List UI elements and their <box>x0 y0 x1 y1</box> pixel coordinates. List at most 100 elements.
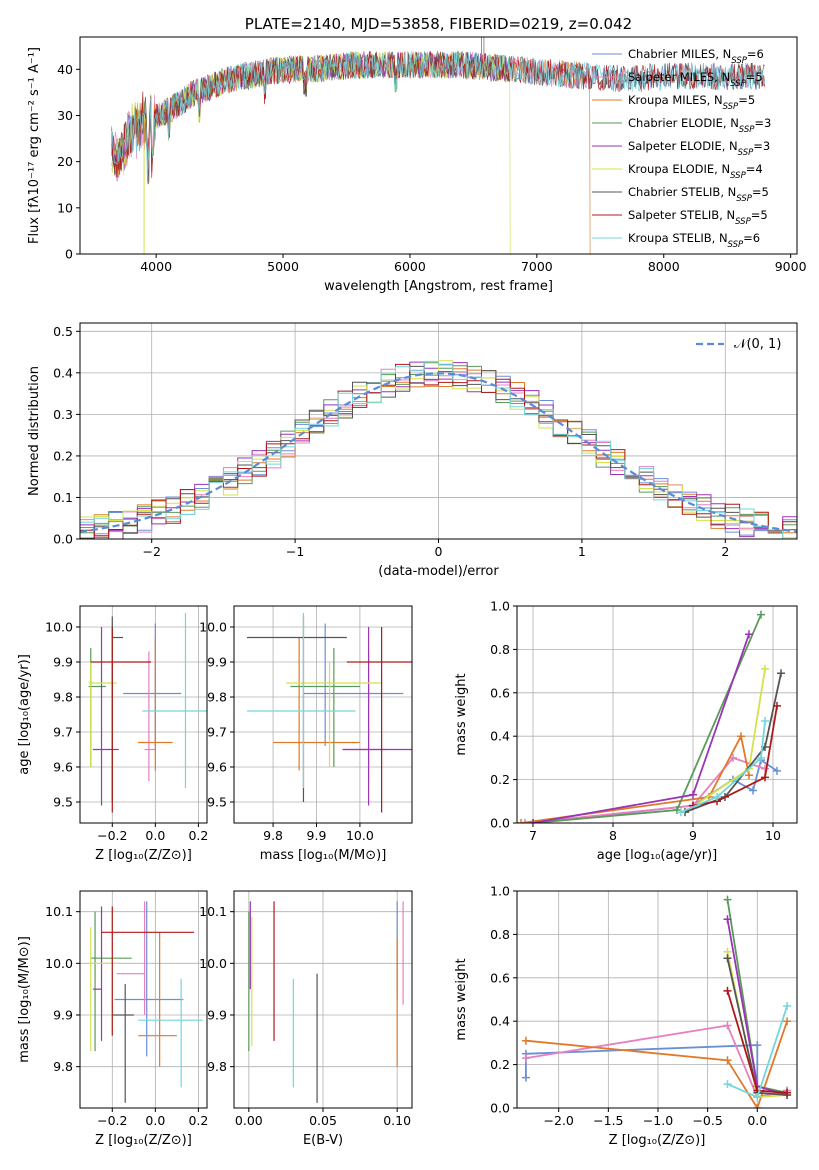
x-tick-label: 2 <box>721 544 729 559</box>
x-tick-label: 0.2 <box>188 828 208 843</box>
y-axis-label: age [log₁₀(age/yr)] <box>17 654 32 775</box>
y-tick-label: 9.7 <box>207 725 227 740</box>
y-tick-label: 9.6 <box>53 760 73 775</box>
chart-mass-ebv: 0.00 0.05 0.10 9.8 9.9 10.0 10.1 E(B-V) <box>199 890 413 1148</box>
weight-marker <box>521 819 529 823</box>
weight-marker <box>761 773 769 782</box>
weight-marker <box>677 808 685 817</box>
legend-entry: Chabrier STELIB, NSSP=5 <box>628 185 769 204</box>
y-tick-label: 0.5 <box>53 324 73 339</box>
x-tick-label: 0.0 <box>145 828 165 843</box>
x-axis-label: mass [log₁₀(M/M⊙)] <box>260 848 387 863</box>
weight-marker <box>773 766 781 775</box>
weight-marker <box>783 1017 792 1026</box>
y-tick-label: 0.6 <box>490 970 510 985</box>
x-tick-label: 10.0 <box>346 828 374 843</box>
legend-entry: Kroupa STELIB, NSSP=6 <box>628 231 760 250</box>
legend-series-name: Kroupa ELODIE, <box>628 162 721 176</box>
chart-weight-age: 7 8 9 10 0.0 0.2 0.4 0.6 0.8 1.0 age [log₁₀(age/yr… <box>454 599 798 863</box>
weight-marker <box>723 1056 732 1065</box>
weight-marker <box>713 792 721 801</box>
y-tick-label: 0.6 <box>490 685 510 700</box>
x-tick-label: −1 <box>286 544 304 559</box>
y-tick-label: 9.8 <box>53 1059 73 1074</box>
plot-area <box>234 891 412 1108</box>
y-tick-label: 10.0 <box>45 620 73 635</box>
weight-marker <box>761 664 769 673</box>
y-tick-label: 9.6 <box>207 760 227 775</box>
x-axis-label: wavelength [Angstrom, rest frame] <box>324 279 553 294</box>
legend-series-name: Kroupa STELIB, <box>628 231 719 245</box>
weight-marker <box>783 1088 792 1097</box>
weight-marker <box>757 610 765 619</box>
x-tick-label: −0.5 <box>692 1113 722 1128</box>
legend-sub: SSP <box>728 240 744 250</box>
chart-title: PLATE=2140, MJD=53858, FIBERID=0219, z=0… <box>245 15 632 33</box>
plot-area <box>80 606 207 823</box>
x-tick-label: 0 <box>435 544 443 559</box>
y-tick-label: 20 <box>57 154 73 169</box>
x-tick-label: 0.0 <box>145 1113 165 1128</box>
y-tick-label: 10.1 <box>45 904 73 919</box>
legend-series-name: Chabrier MILES, <box>628 47 723 61</box>
x-axis-label: (data-model)/error <box>378 564 499 579</box>
weight-marker <box>521 1036 530 1045</box>
y-axis-label: mass weight <box>454 958 469 1040</box>
legend-sub: SSP <box>736 194 752 204</box>
weight-marker <box>529 819 537 823</box>
weight-marker <box>689 790 697 799</box>
x-axis-label: Z [log₁₀(Z/Z⊙)] <box>609 1133 706 1148</box>
legend-series-name: Kroupa MILES, <box>628 93 714 107</box>
x-tick-label: −1.5 <box>593 1113 623 1128</box>
weight-line <box>684 673 782 813</box>
spectrum-line <box>111 50 511 254</box>
y-tick-label: 9.9 <box>207 1008 227 1023</box>
y-tick-label: 0.0 <box>53 532 73 547</box>
x-tick-label: 9 <box>689 828 697 843</box>
y-tick-label: 0.8 <box>490 927 510 942</box>
legend-n: N <box>723 47 732 61</box>
weight-marker <box>521 1054 530 1063</box>
weight-line <box>520 733 750 823</box>
y-tick-label: 9.8 <box>53 690 73 705</box>
chart-residuals: 𝒩(0, 1) −2 −1 0 1 2 0.0 0.1 0.2 0.3 0.4 0.5 (data-mo… <box>27 322 798 579</box>
x-tick-label: 7000 <box>521 259 553 274</box>
x-axis-label: Z [log₁₀(Z/Z⊙)] <box>95 1133 192 1148</box>
legend-entry: Salpeter ELODIE, NSSP=3 <box>628 139 770 158</box>
weight-line <box>680 720 766 813</box>
x-tick-label: −2.0 <box>544 1113 574 1128</box>
x-tick-label: −0.2 <box>97 828 127 843</box>
y-tick-label: 10.0 <box>199 620 227 635</box>
weight-marker <box>773 701 781 710</box>
legend-n: N <box>721 162 730 176</box>
weight-marker <box>777 669 785 678</box>
y-tick-label: 0 <box>65 247 73 262</box>
legend-entry: Kroupa MILES, NSSP=5 <box>628 93 755 112</box>
y-tick-label: 0.1 <box>53 490 73 505</box>
axes-frame <box>79 890 208 1109</box>
chart-mass-z: −0.2 0.0 0.2 9.8 9.9 10.0 10.1 Z [log₁₀(Z/Z⊙)] m… <box>17 890 208 1148</box>
y-tick-label: 9.8 <box>207 1059 227 1074</box>
axes-frame <box>79 605 208 824</box>
plot-area <box>234 606 412 823</box>
y-tick-label: 1.0 <box>490 599 510 614</box>
legend-sub: SSP <box>731 56 747 66</box>
y-tick-label: 0.0 <box>490 1101 510 1116</box>
legend-sub: SSP <box>735 217 751 227</box>
weight-marker <box>723 986 732 995</box>
axes-frame <box>233 605 413 824</box>
legend-entry: Chabrier ELODIE, NSSP=3 <box>628 116 771 135</box>
legend-series-name: Salpeter ELODIE, <box>628 139 729 153</box>
legend-count: =4 <box>746 162 763 176</box>
x-tick-label: 7 <box>529 828 537 843</box>
legend-n: N <box>719 231 728 245</box>
axes-frame <box>516 605 798 824</box>
legend-n: N <box>714 93 723 107</box>
y-tick-label: 0.2 <box>53 448 73 463</box>
legend-count: =3 <box>753 139 770 153</box>
legend-label-normal: 𝒩(0, 1) <box>734 337 781 352</box>
weight-marker <box>723 954 732 963</box>
x-tick-label: 10 <box>765 828 781 843</box>
x-tick-label: −2 <box>142 544 160 559</box>
